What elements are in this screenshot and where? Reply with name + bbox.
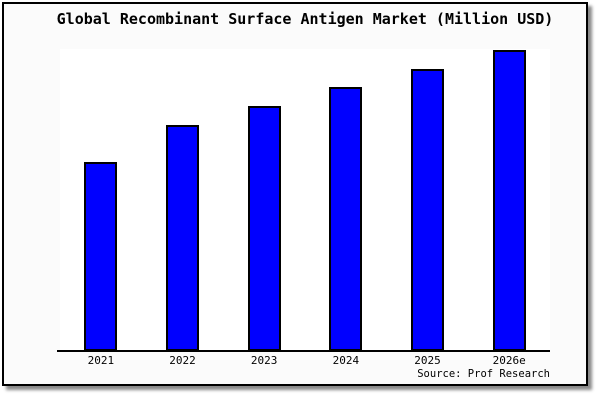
- x-tick-2021: 2021: [87, 354, 115, 367]
- x-tick-2024: 2024: [332, 354, 360, 367]
- x-axis-line: [57, 350, 550, 352]
- chart-title: Global Recombinant Surface Antigen Marke…: [56, 10, 554, 28]
- chart-window: Global Recombinant Surface Antigen Marke…: [2, 2, 588, 386]
- x-tick-2023: 2023: [250, 354, 278, 367]
- x-tick-2025: 2025: [414, 354, 441, 367]
- x-tick-2022: 2022: [169, 354, 196, 367]
- bar-2022: [166, 125, 199, 351]
- x-tick-2026e: 2026e: [492, 354, 526, 367]
- source-note: Source: Prof Research: [417, 368, 550, 380]
- x-axis-ticks: 2021 2022 2023 2024 2025 2026e: [60, 354, 550, 368]
- bar-2021: [84, 162, 118, 351]
- plot-area: [60, 49, 550, 351]
- bar-2023: [247, 106, 281, 351]
- bar-2025: [411, 69, 444, 351]
- bar-2026e: [492, 50, 526, 351]
- bar-2024: [329, 87, 363, 351]
